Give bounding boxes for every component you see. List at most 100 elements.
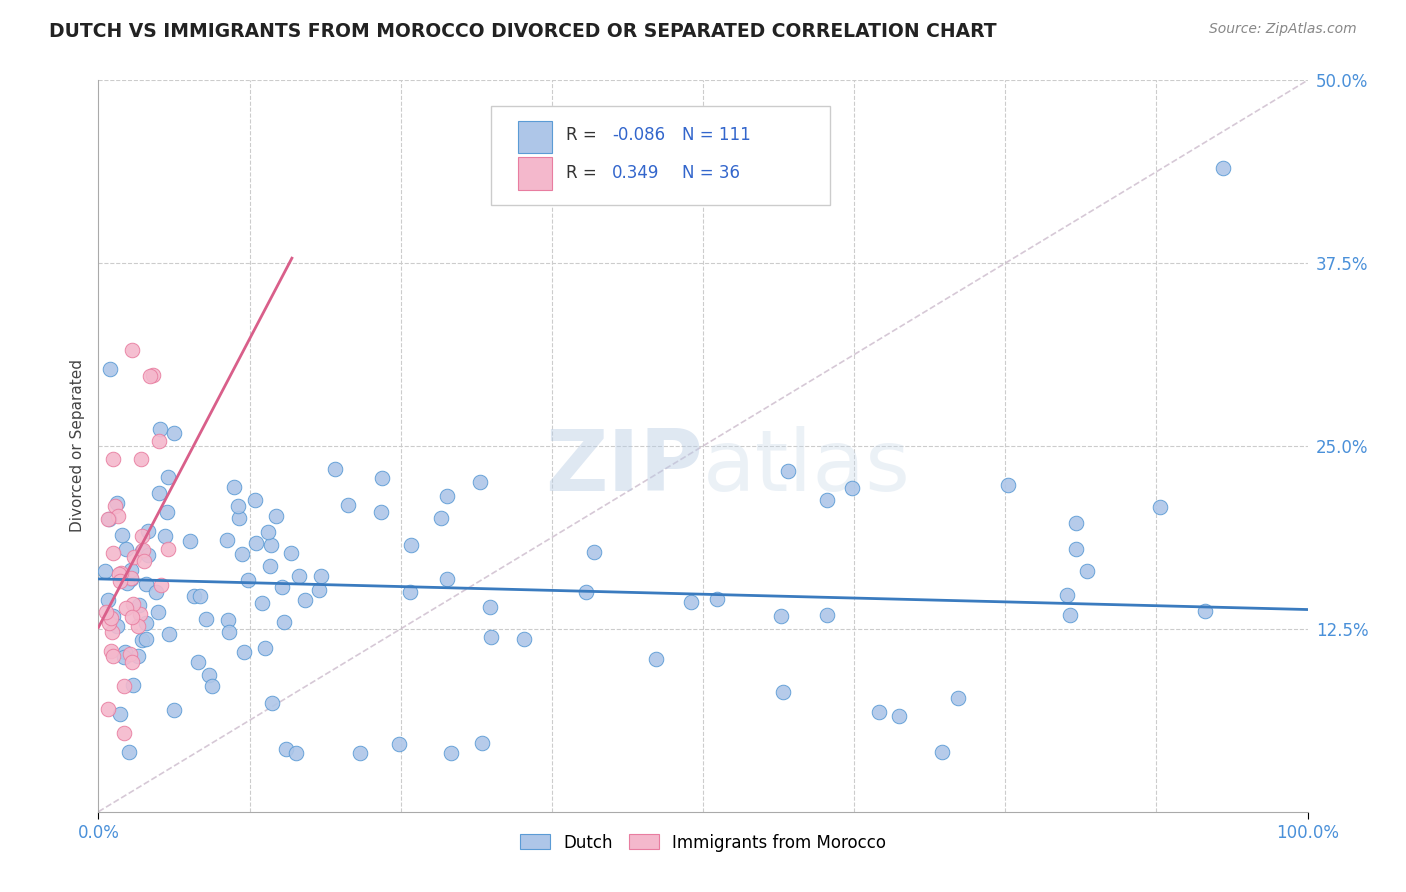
Point bbox=[121, 610, 143, 624]
Point bbox=[122, 597, 145, 611]
Point bbox=[948, 690, 970, 705]
Point bbox=[114, 601, 136, 615]
Point bbox=[132, 543, 155, 558]
Point bbox=[583, 545, 606, 559]
Point bbox=[224, 480, 246, 494]
Point bbox=[436, 490, 458, 504]
Point bbox=[127, 619, 149, 633]
Point bbox=[120, 572, 142, 586]
Point bbox=[135, 616, 157, 631]
Point bbox=[114, 542, 136, 557]
Text: R =: R = bbox=[567, 126, 602, 145]
Point bbox=[772, 685, 794, 699]
Point bbox=[128, 599, 150, 613]
Point bbox=[131, 529, 153, 543]
Point bbox=[112, 679, 135, 693]
Point bbox=[112, 726, 135, 740]
Point bbox=[179, 533, 201, 548]
Point bbox=[887, 709, 910, 723]
Point bbox=[370, 505, 392, 519]
Text: N = 36: N = 36 bbox=[682, 164, 741, 182]
Point bbox=[112, 650, 135, 665]
Point bbox=[131, 632, 153, 647]
Point bbox=[142, 368, 165, 382]
Point bbox=[512, 632, 534, 646]
Point bbox=[157, 469, 180, 483]
Point bbox=[118, 745, 141, 759]
Point bbox=[201, 679, 224, 693]
Point bbox=[349, 746, 371, 760]
Point bbox=[132, 554, 155, 568]
Point bbox=[399, 538, 422, 552]
Point bbox=[575, 585, 598, 599]
Point bbox=[778, 464, 800, 478]
Point bbox=[308, 583, 330, 598]
Point bbox=[1149, 500, 1171, 514]
Point bbox=[815, 608, 838, 623]
Point bbox=[399, 585, 422, 599]
Legend: Dutch, Immigrants from Morocco: Dutch, Immigrants from Morocco bbox=[513, 827, 893, 858]
Point bbox=[105, 496, 128, 510]
Point bbox=[1212, 161, 1234, 175]
Point bbox=[100, 611, 122, 625]
Point bbox=[232, 645, 254, 659]
Point bbox=[309, 568, 332, 582]
Point bbox=[101, 625, 124, 640]
Point bbox=[1056, 588, 1078, 602]
Point bbox=[145, 585, 167, 599]
Point bbox=[245, 536, 267, 550]
Point bbox=[243, 493, 266, 508]
Text: -0.086: -0.086 bbox=[613, 126, 665, 145]
Point bbox=[436, 572, 458, 586]
Point bbox=[280, 547, 302, 561]
Point bbox=[105, 619, 128, 633]
Point bbox=[97, 512, 120, 526]
Point bbox=[111, 528, 134, 542]
Point bbox=[127, 649, 149, 664]
Text: R =: R = bbox=[567, 164, 602, 182]
FancyBboxPatch shape bbox=[492, 106, 830, 204]
Point bbox=[236, 573, 259, 587]
Point bbox=[440, 746, 463, 760]
Point bbox=[226, 500, 249, 514]
Point bbox=[108, 566, 131, 581]
Point bbox=[135, 632, 157, 646]
Point bbox=[841, 481, 863, 495]
Point bbox=[118, 647, 141, 661]
Point bbox=[250, 596, 273, 610]
Point bbox=[97, 593, 120, 607]
Point bbox=[110, 707, 132, 722]
Point bbox=[183, 589, 205, 603]
Point bbox=[121, 655, 143, 669]
Point bbox=[136, 549, 159, 563]
Point bbox=[325, 461, 347, 475]
Point bbox=[122, 549, 145, 564]
Point bbox=[157, 626, 180, 640]
Point bbox=[148, 486, 170, 500]
Point bbox=[150, 578, 173, 592]
Text: ZIP: ZIP bbox=[546, 426, 703, 509]
Point bbox=[104, 500, 127, 514]
Point bbox=[136, 524, 159, 538]
Point bbox=[274, 741, 297, 756]
Point bbox=[139, 369, 162, 384]
Point bbox=[256, 524, 278, 539]
Point bbox=[288, 568, 311, 582]
Point bbox=[121, 343, 143, 357]
Point bbox=[1194, 604, 1216, 618]
Point bbox=[195, 612, 218, 626]
Point bbox=[430, 510, 453, 524]
Point bbox=[471, 736, 494, 750]
Point bbox=[148, 422, 170, 436]
Point bbox=[98, 512, 121, 526]
Point bbox=[254, 640, 277, 655]
Point bbox=[198, 667, 221, 681]
Text: DUTCH VS IMMIGRANTS FROM MOROCCO DIVORCED OR SEPARATED CORRELATION CHART: DUTCH VS IMMIGRANTS FROM MOROCCO DIVORCE… bbox=[49, 22, 997, 41]
Y-axis label: Divorced or Separated: Divorced or Separated bbox=[69, 359, 84, 533]
Point bbox=[108, 574, 131, 588]
Point bbox=[96, 701, 118, 715]
Text: 0.349: 0.349 bbox=[613, 164, 659, 182]
Point bbox=[644, 652, 666, 666]
Text: Source: ZipAtlas.com: Source: ZipAtlas.com bbox=[1209, 22, 1357, 37]
Point bbox=[120, 563, 142, 577]
